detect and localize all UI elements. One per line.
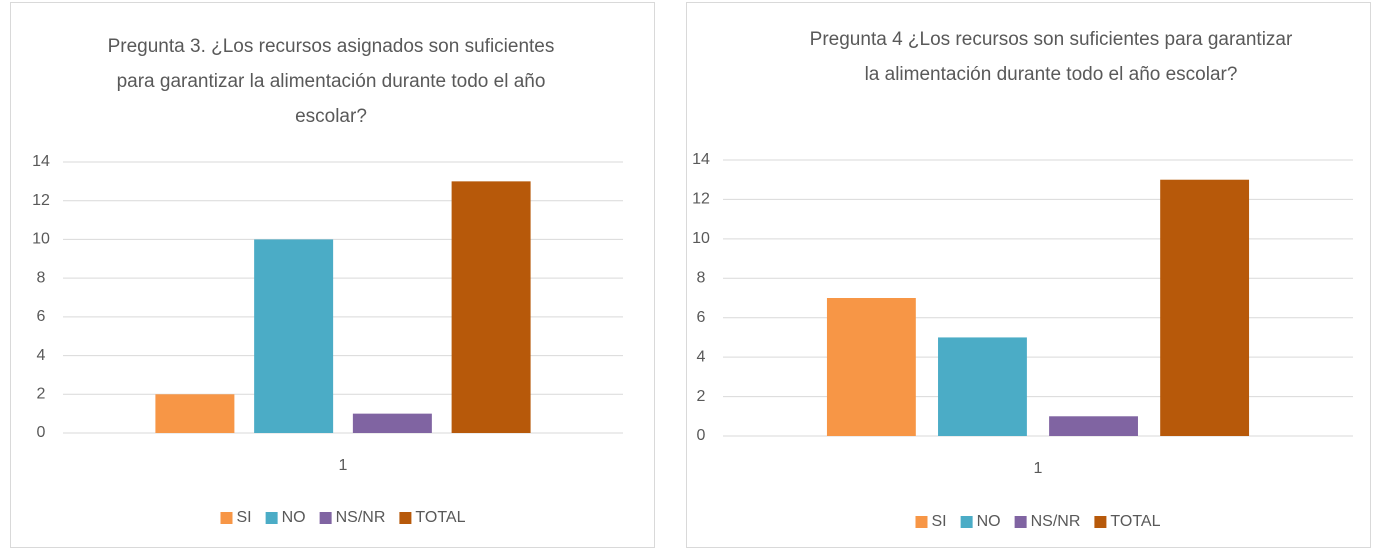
chart: 0 2 4 6 8 10 12 14 1 SI NO NS/NR TOTAL — [32, 153, 623, 526]
legend-label: NO — [977, 513, 1001, 530]
y-tick-label: 14 — [32, 153, 50, 170]
y-tick-label: 4 — [37, 347, 46, 364]
bar — [451, 181, 531, 433]
bar — [1160, 179, 1250, 436]
bar — [352, 413, 432, 433]
bar — [254, 239, 334, 433]
legend-swatch — [1014, 516, 1027, 528]
legend-label: TOTAL — [415, 509, 465, 526]
y-tick-label: 4 — [697, 348, 706, 365]
y-tick-label: 10 — [32, 231, 50, 248]
legend-label: NS/NR — [1031, 513, 1081, 530]
x-tick-label: 1 — [339, 457, 348, 474]
legend-swatch — [399, 512, 412, 524]
legend-swatch — [1094, 516, 1107, 528]
legend-swatch — [960, 516, 973, 528]
legend-swatch — [319, 512, 332, 524]
legend-label: NS/NR — [336, 509, 386, 526]
legend-label: NO — [282, 509, 306, 526]
chart-title: Pregunta 4 ¿Los recursos son suficientes… — [809, 29, 1293, 85]
chart-panel: Pregunta 3. ¿Los recursos asignados son … — [10, 2, 655, 548]
y-tick-label: 2 — [37, 386, 46, 403]
bar — [826, 298, 916, 436]
legend-label: TOTAL — [1110, 513, 1160, 530]
y-tick-label: 10 — [692, 230, 710, 247]
y-tick-label: 2 — [697, 388, 706, 405]
legend-swatch — [915, 516, 928, 528]
y-tick-label: 0 — [37, 424, 46, 441]
bar — [1049, 416, 1138, 436]
bar — [938, 337, 1027, 436]
legend-swatch — [220, 512, 233, 524]
y-tick-label: 0 — [697, 427, 706, 444]
chart-title: Pregunta 3. ¿Los recursos asignados son … — [107, 36, 555, 127]
y-tick-label: 6 — [697, 309, 706, 326]
x-tick-label: 1 — [1034, 460, 1043, 477]
y-tick-label: 12 — [692, 191, 710, 208]
y-tick-label: 14 — [692, 151, 710, 168]
legend-label: SI — [932, 513, 947, 530]
y-tick-label: 12 — [32, 192, 50, 209]
y-tick-label: 8 — [697, 270, 706, 287]
chart-panel: Pregunta 4 ¿Los recursos son suficientes… — [686, 2, 1371, 548]
chart: 0 2 4 6 8 10 12 14 1 SI NO NS/NR TOTAL — [692, 151, 1353, 530]
bar — [155, 394, 235, 433]
legend-swatch — [265, 512, 278, 524]
y-tick-label: 6 — [37, 308, 46, 325]
y-tick-label: 8 — [37, 269, 46, 286]
legend-label: SI — [237, 509, 252, 526]
